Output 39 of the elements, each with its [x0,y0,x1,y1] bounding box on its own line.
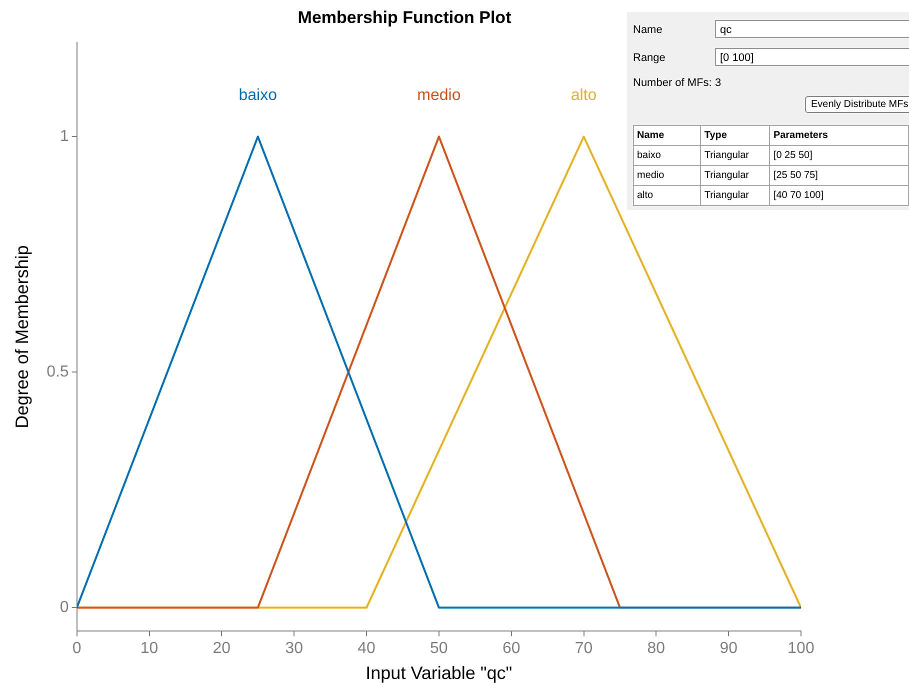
text-field: [0 100] [715,48,909,66]
text: Name [633,24,662,36]
annotation: [25 50 75] [770,166,908,186]
y-tick-label: 1 [60,128,69,146]
x-tick-label: 70 [574,640,593,658]
x-tick-label: 60 [502,640,520,658]
x-tick-label: 30 [285,640,304,658]
x-tick-label: 20 [212,640,231,658]
annotation: Range [633,52,666,64]
x-tick-label: 0 [72,640,82,658]
x-tick-label: 10 [140,640,158,658]
annotation: Triangular [700,146,770,166]
x-tick-label: 50 [430,640,448,658]
y-tick-label: 0.5 [46,364,69,381]
annotation: Type [700,126,770,146]
annotation: 3 [715,77,722,89]
x-tick-label: 40 [358,640,376,658]
x-axis-title: Input Variable "qc" [366,663,512,684]
annotation: Triangular [700,166,770,186]
x-tick-label: 80 [647,640,666,658]
text: alto [570,87,597,104]
annotation: medio [634,166,701,186]
y-tick-label: 0 [60,599,69,616]
annotation: [0 25 50] [770,146,908,166]
button: Evenly Distribute MFs [805,96,909,113]
text: baixo [238,87,278,104]
annotation: Number of MFs: [633,77,712,89]
y-axis-title: Degree of Membership [12,245,32,428]
annotation: [40 70 100] [770,186,908,206]
annotation: Parameters [770,126,908,146]
annotation: alto [634,186,701,206]
annotation: Name [634,126,701,146]
x-tick-label: 100 [788,640,814,658]
chart-title: Membership Function Plot [298,8,512,27]
text: medio [417,87,461,104]
annotation: Triangular [700,186,770,206]
text-field: qc [715,20,909,38]
x-tick-label: 90 [720,640,738,658]
annotation: baixo [634,146,701,166]
